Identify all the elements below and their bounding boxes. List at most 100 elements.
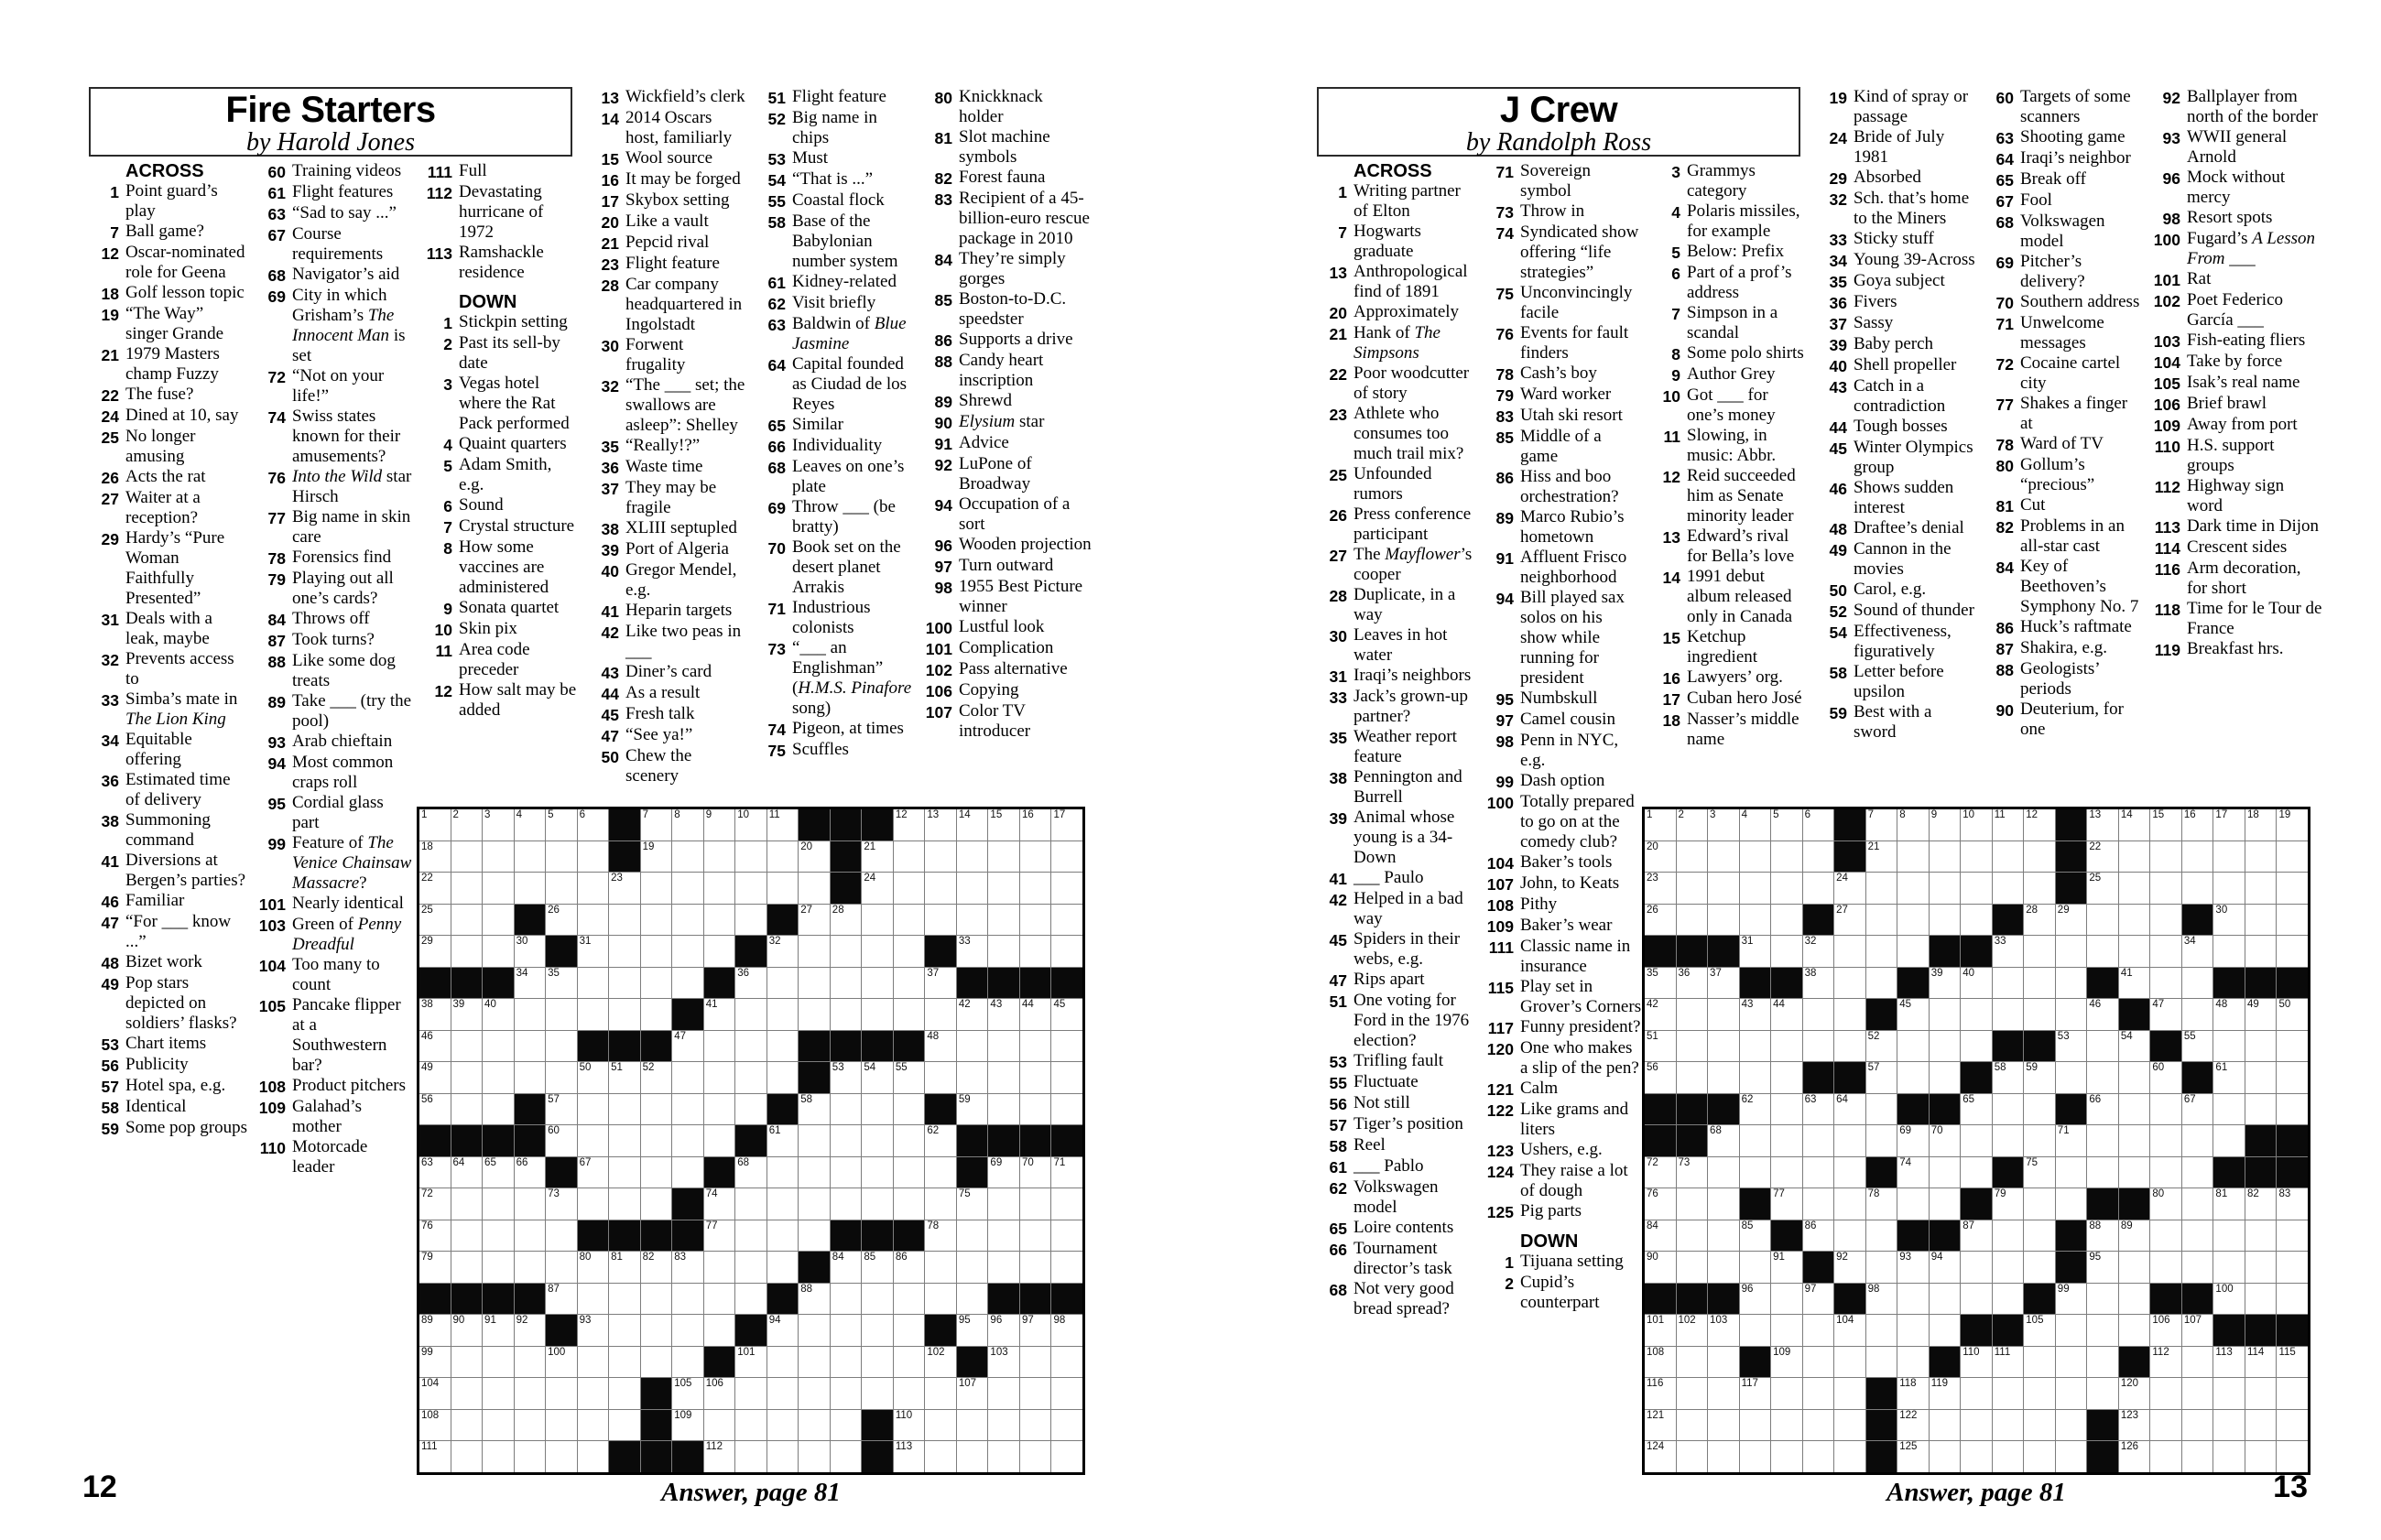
clue-text: Jack’s grown-up partner?	[1354, 687, 1469, 726]
clue-text: Coastal flock	[792, 190, 885, 210]
clue-number: 41	[101, 852, 119, 871]
cell-number: 97	[1021, 1315, 1034, 1327]
black-square	[1992, 1030, 2024, 1062]
white-square	[483, 1441, 514, 1472]
clue-text: Complication	[959, 638, 1054, 657]
cell-number: 78	[927, 1220, 940, 1231]
white-square	[1961, 1378, 1992, 1409]
clue-text: Draftee’s denial	[1854, 518, 1964, 537]
white-square: 26	[1645, 904, 1676, 936]
cell-number: 86	[895, 1252, 908, 1263]
cell-number: 59	[2026, 1062, 2039, 1074]
black-square	[830, 1030, 862, 1062]
clue-text: Dined at 10, say	[125, 406, 239, 425]
cell-number: 111	[421, 1441, 438, 1453]
white-square	[766, 1409, 799, 1441]
white-square	[451, 1346, 483, 1378]
clue-text: Shooting game	[2020, 127, 2126, 146]
clue-text: H.S. support groups	[2187, 436, 2275, 475]
white-square	[988, 873, 1019, 904]
clue-number: 12	[101, 244, 119, 263]
black-square	[1051, 967, 1082, 999]
clue-number: 104	[1486, 854, 1514, 873]
cell-number: 57	[548, 1093, 560, 1105]
cell-number: 16	[2183, 809, 2196, 820]
cell-number: 65	[1962, 1093, 1975, 1105]
cell-number: 96	[990, 1315, 1003, 1327]
white-square	[893, 1188, 925, 1220]
white-square	[2277, 936, 2308, 967]
clue: 45 Fresh talk	[592, 704, 747, 725]
white-square	[1739, 1441, 1771, 1472]
white-square	[672, 1093, 703, 1125]
cell-number: 75	[2026, 1156, 2039, 1168]
clue-number: 35	[1829, 273, 1847, 291]
clue: 72 Cocaine cartel city	[1986, 353, 2142, 394]
clue-text: Breakfast hrs.	[2187, 639, 2284, 658]
white-square	[925, 873, 956, 904]
white-square	[893, 967, 925, 999]
clue: 19 “The Way” singer Grande	[92, 304, 247, 344]
clue-number: 99	[1495, 773, 1514, 791]
black-square	[1865, 1409, 1897, 1441]
clue: 62 Volkswagen model	[1320, 1177, 1475, 1218]
clue: 44 As a result	[592, 683, 747, 704]
clue-text: Break off	[2020, 169, 2086, 189]
cell-number: 39	[1930, 967, 1943, 979]
black-square	[640, 1441, 672, 1472]
white-square: 17	[1051, 809, 1082, 840]
cell-number: 31	[579, 936, 592, 948]
black-square	[672, 1188, 703, 1220]
cell-number: 21	[1867, 840, 1880, 852]
white-square	[703, 1315, 735, 1346]
white-square: 112	[2150, 1346, 2181, 1378]
white-square	[2245, 1409, 2277, 1441]
white-square	[893, 904, 925, 936]
white-square	[2087, 1156, 2118, 1188]
cell-number: 14	[958, 809, 971, 820]
clue: 92 LuPone of Broadway	[925, 454, 1092, 494]
clue-text: Cuban hero José	[1687, 689, 1802, 708]
clue: 115 Play set in Grover’s Corners	[1486, 977, 1642, 1017]
white-square	[2181, 840, 2213, 873]
clue: 98 Resort spots	[2153, 208, 2322, 229]
cell-number: 72	[421, 1188, 433, 1200]
white-square: 2	[1676, 809, 1708, 840]
white-square	[862, 904, 893, 936]
white-square	[2150, 1093, 2181, 1125]
clue-column-2: 71 Sovereign symbol 73 Throw in 74 Syndicated…	[1486, 161, 1642, 1313]
clue: 29 Hardy’s “Pure Woman Faithfully Present…	[92, 528, 247, 609]
clue-number: 109	[2153, 417, 2180, 435]
white-square: 69	[1897, 1125, 1929, 1156]
clue-number: 19	[101, 306, 119, 324]
clue-number: 1	[1505, 1253, 1514, 1272]
clue-number: 27	[1329, 547, 1347, 565]
clue-text: Sticky stuff	[1854, 229, 1934, 248]
clue-text: Gollum’s “precious”	[2020, 455, 2095, 494]
clue: 35 Goya subject	[1820, 271, 1975, 292]
black-square	[2181, 1283, 2213, 1315]
cell-number: 76	[1647, 1188, 1658, 1200]
white-square	[2118, 1283, 2150, 1315]
black-square	[514, 1125, 546, 1156]
clue-number: 62	[767, 295, 786, 313]
clue-number: 69	[267, 287, 286, 306]
white-square	[956, 1062, 988, 1093]
white-square	[1051, 873, 1082, 904]
clue-text: Sch. that’s home to the Miners	[1854, 189, 1970, 228]
black-square	[1019, 1283, 1051, 1315]
black-square	[1645, 1283, 1676, 1315]
clue-number: 66	[1329, 1241, 1347, 1259]
clue: 90 Deuterium, for one	[1986, 700, 2142, 740]
clue-text: Swiss states known for their amusements?	[292, 407, 401, 466]
clue: 114 Crescent sides	[2153, 537, 2322, 559]
white-square	[1708, 1188, 1739, 1220]
cell-number: 1	[421, 809, 428, 820]
clue-number: 121	[1486, 1080, 1514, 1099]
white-square	[1019, 840, 1051, 873]
clue: 67 Course requirements	[258, 224, 414, 265]
white-square	[893, 1125, 925, 1156]
clue-number: 60	[1995, 89, 2014, 107]
clue-text: Waste time	[625, 457, 703, 476]
white-square	[2055, 936, 2087, 967]
